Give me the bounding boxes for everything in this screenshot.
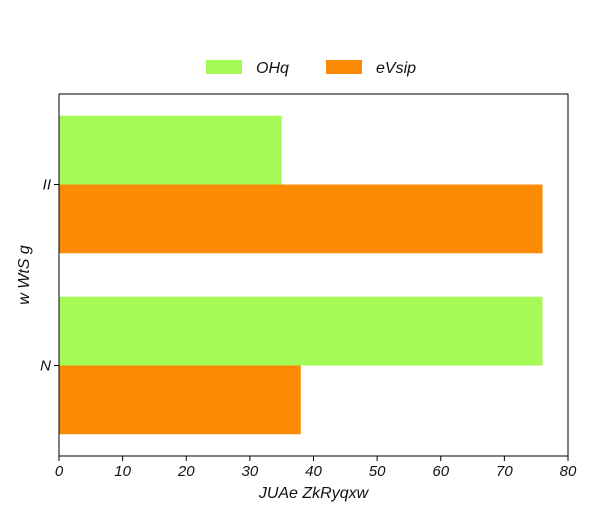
y-tick-label: II <box>43 177 51 194</box>
y-axis: N II <box>40 177 59 375</box>
bar-eVsip-N <box>59 365 301 435</box>
x-tick-label: 30 <box>242 463 259 480</box>
legend: OHq eVsip <box>206 60 416 77</box>
bar-eVsip-II <box>59 184 543 254</box>
bar-OHq-II <box>59 115 282 185</box>
y-tick-label: N <box>40 358 51 375</box>
x-axis-label: JUAe ZkRyqxw <box>258 485 370 502</box>
x-tick-label: 70 <box>496 463 513 480</box>
x-tick-label: 20 <box>177 463 195 480</box>
bar-OHq-N <box>59 296 543 366</box>
x-axis: 0 10 20 30 40 50 60 70 80 <box>55 456 577 480</box>
legend-swatch-eVsip <box>326 60 362 74</box>
legend-label-OHq: OHq <box>256 60 289 77</box>
x-tick-label: 0 <box>55 463 64 480</box>
x-tick-label: 10 <box>114 463 131 480</box>
bars <box>59 115 543 435</box>
x-tick-label: 80 <box>560 463 577 480</box>
x-tick-label: 40 <box>305 463 322 480</box>
y-axis-label: w WtS g <box>16 245 33 305</box>
x-tick-label: 60 <box>432 463 449 480</box>
legend-swatch-OHq <box>206 60 242 74</box>
x-tick-label: 50 <box>369 463 386 480</box>
legend-label-eVsip: eVsip <box>376 60 416 77</box>
